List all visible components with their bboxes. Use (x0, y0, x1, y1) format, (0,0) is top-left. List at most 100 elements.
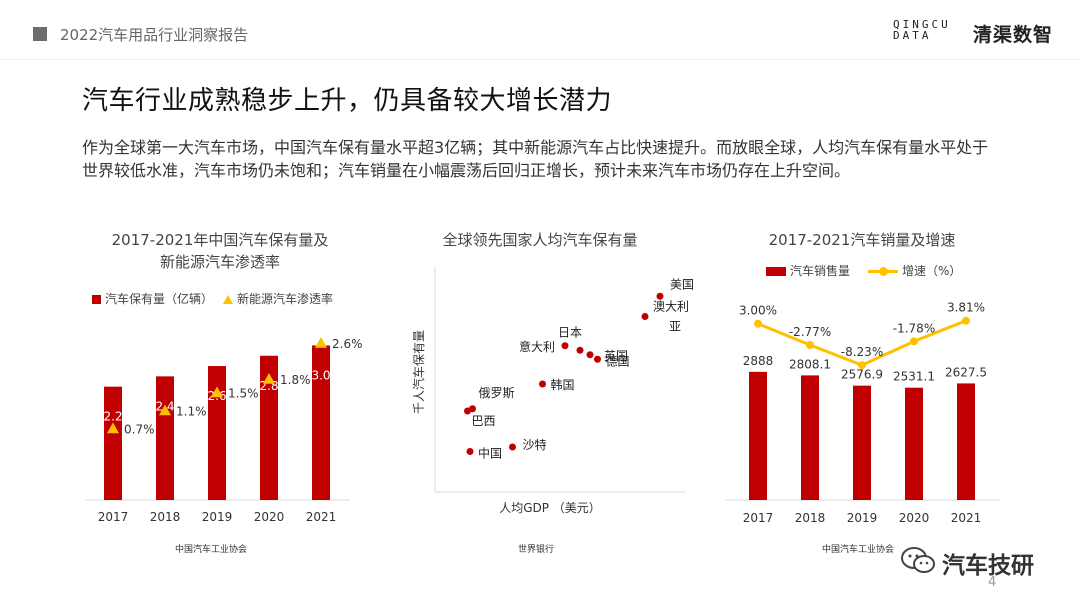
chart2-point-label-cont: 亚 (669, 320, 681, 334)
chart3-bar (801, 375, 819, 500)
chart3-x-tick: 2020 (899, 511, 930, 525)
chart3-bar (853, 385, 871, 500)
chart3-growth-point (806, 340, 814, 349)
brand-logo: QINGCU DATA 清渠数智 (893, 19, 1063, 49)
chart2-point (656, 292, 664, 300)
chart1-x-tick: 2017 (98, 510, 129, 524)
chart3-bar-label: 2627.5 (945, 365, 987, 379)
page-title: 汽车行业成熟稳步上升，仍具备较大增长潜力 (82, 86, 613, 116)
chart3-x-tick: 2019 (847, 511, 878, 525)
chart2-point-label: 中国 (478, 446, 502, 461)
chart1-bar (156, 376, 174, 500)
chart1-x-tick: 2020 (254, 510, 285, 524)
chart1-bar-label: 3.0 (311, 368, 330, 382)
chart1-rate-label: 1.8% (280, 373, 311, 387)
chart3-source: 中国汽车工业协会 (822, 545, 895, 555)
chart1-title-line1: 2017-2021年中国汽车保有量及 (111, 231, 329, 249)
chart3-bar-label: 2888 (743, 354, 774, 368)
chart3-bar (905, 387, 923, 500)
chart1-bar-label: 2.2 (103, 410, 122, 424)
chart1-x-tick: 2021 (306, 510, 337, 524)
chart3-bar (749, 371, 767, 500)
chart2-point-label: 澳大利 (653, 300, 689, 314)
chart2-title: 全球领先国家人均汽车保有量 (442, 231, 638, 249)
chart2-point-label: 沙特 (523, 437, 547, 452)
chart3-growth-label: -1.78% (893, 321, 935, 335)
page-header: 2022汽车用品行业洞察报告 QINGCU DATA 清渠数智 (0, 0, 1080, 60)
chart3-x-tick: 2018 (795, 511, 826, 525)
chart3-bar-label: 2808.1 (789, 357, 831, 371)
chart2-point (539, 380, 546, 388)
legend-line-marker-icon (868, 267, 899, 276)
chart3-growth-point (754, 319, 762, 328)
chart1-rate-marker (315, 337, 327, 348)
chart2-source: 世界银行 (518, 545, 555, 555)
chart1-rate-label: 2.6% (332, 337, 363, 351)
chart2-point (641, 313, 649, 320)
chart2-point-label: 韩国 (551, 377, 575, 392)
chart1-source: 中国汽车工业协会 (175, 545, 248, 555)
chart1-bar (312, 345, 330, 500)
chart1-legend: 汽车保有量（亿辆） 新能源汽车渗透率 (92, 290, 337, 307)
chart2-point (594, 355, 601, 363)
chart3-growth-point (858, 361, 866, 370)
legend-bar-swatch-icon (766, 267, 786, 276)
chart3-bar-label: 2576.9 (841, 368, 883, 382)
chart2-point-label: 日本 (558, 325, 582, 339)
chart3-x-tick: 2017 (743, 511, 774, 525)
chart3-bar (957, 383, 975, 500)
report-title: 2022汽车用品行业洞察报告 (60, 26, 249, 44)
chart3-legend: 汽车销售量 增速（%） (766, 262, 965, 279)
chart1-x-tick: 2018 (150, 510, 181, 524)
chart3-canvas: 2888 2017 2808.1 2018 2576.9 2019 2531.1 2020 26… (725, 301, 1000, 525)
chart1-rate-label: 1.1% (176, 405, 207, 419)
page-description: 作为全球第一大汽车市场，中国汽车保有量水平超3亿辆；其中新能源汽车占比快速提升。… (82, 138, 989, 180)
watermark: 汽车技研 (900, 541, 1060, 581)
chart2-point (466, 448, 474, 455)
header-square-icon (33, 27, 47, 41)
watermark-text: 汽车技研 (942, 553, 1034, 579)
chart3-growth-label: 3.81% (947, 301, 985, 315)
logo-english: QINGCU DATA (893, 18, 951, 42)
chart3-growth-point (910, 337, 918, 346)
chart1-bar (104, 386, 122, 500)
chart2-point (561, 342, 569, 350)
chart1-bar (208, 366, 226, 500)
chart2-point (576, 346, 584, 354)
chart3-growth-label: -8.23% (841, 345, 883, 359)
chart1-rate-marker (107, 422, 119, 434)
chart2-point-label: 巴西 (472, 414, 496, 428)
chart3-legend-line: 增速（%） (902, 264, 962, 278)
chart1-canvas: 2.20.7%20172.41.1%20182.61.5%20192.81.8%… (85, 337, 363, 524)
chart3-x-tick: 2021 (951, 511, 982, 525)
legend-bar-swatch-icon (92, 295, 101, 304)
chart2-point (509, 443, 516, 451)
chart3-bar-label: 2531.1 (893, 370, 935, 384)
chart3-growth-label: -2.77% (789, 325, 831, 339)
chart3-legend-bar: 汽车销售量 (790, 264, 851, 278)
chart1-rate-label: 1.5% (228, 387, 259, 401)
chart2-point (586, 351, 594, 359)
chart3-growth-label: 3.00% (739, 304, 777, 318)
chart1-title-line2: 新能源汽车渗透率 (159, 253, 280, 271)
legend-triangle-icon (223, 295, 234, 304)
chart3-title: 2017-2021汽车销量及增速 (768, 231, 956, 249)
chart3-growth-point (962, 316, 970, 325)
chart2-point-label: 美国 (670, 277, 694, 291)
chart1-title: 2017-2021年中国汽车保有量及 新能源汽车渗透率 (70, 229, 370, 273)
chart2-point (464, 407, 471, 415)
chart2-point-label: 意大利 (519, 339, 555, 354)
page-number: 4 (988, 575, 997, 590)
chart2-point-label: 英国 (604, 349, 628, 363)
logo-chinese: 清渠数智 (973, 24, 1054, 46)
chart1-rate-label: 0.7% (124, 423, 155, 437)
chart1-rate-marker (159, 404, 171, 416)
chart1-legend-bar: 汽车保有量（亿辆） (105, 292, 214, 306)
wechat-icon (901, 547, 935, 573)
chart2-y-label: 千人汽车保有量 (411, 330, 426, 414)
chart1-rate-marker (211, 386, 223, 398)
chart2-point-label: 俄罗斯 (479, 386, 515, 400)
chart2-point-label: 德国 (606, 353, 630, 368)
chart1-x-tick: 2019 (202, 510, 233, 524)
